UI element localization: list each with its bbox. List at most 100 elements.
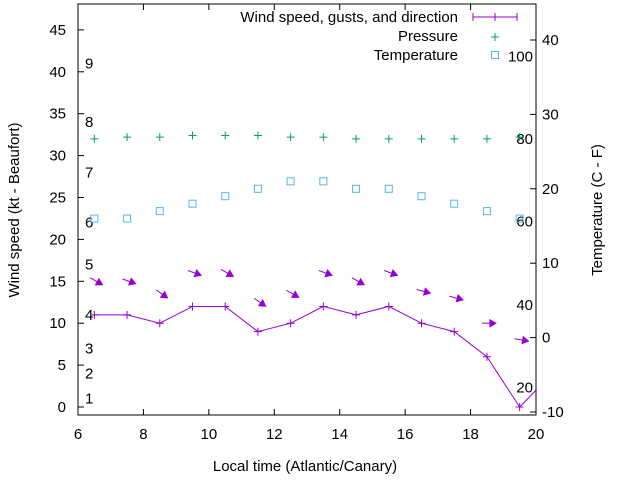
arrow-head	[422, 287, 432, 296]
beaufort-label: 7	[85, 164, 93, 181]
fahrenheit-label: 60	[516, 214, 533, 231]
wind-speed-point	[482, 352, 491, 361]
gust-direction-arrow	[416, 287, 432, 296]
temperature-point	[253, 184, 262, 193]
x-tick-label: 10	[201, 426, 218, 443]
arrow-head	[489, 318, 497, 328]
temperature-point	[384, 184, 393, 193]
beaufort-label: 6	[85, 215, 93, 232]
gust-direction-arrow	[351, 277, 365, 286]
pressure-point	[319, 133, 328, 142]
y2-tick-label: 0	[542, 330, 550, 347]
gust-direction-arrow	[155, 289, 169, 299]
temperature-point	[188, 199, 197, 208]
wind-speed-point	[450, 327, 459, 336]
x-tick-label: 14	[331, 426, 348, 443]
beaufort-label: 9	[85, 55, 93, 72]
y2-tick-label: 40	[542, 32, 559, 49]
temperature-point	[155, 207, 164, 216]
legend-sample-wind	[472, 13, 518, 21]
y2-axis-label: Temperature (C - F)	[589, 144, 606, 276]
wind-speed-line	[94, 305, 537, 408]
wind-speed-point	[253, 327, 262, 336]
wind-speed-point	[417, 319, 426, 328]
y2-tick-label: -10	[542, 404, 564, 421]
y2-tick-label: 10	[542, 255, 559, 272]
y-tick-label: 20	[49, 231, 66, 248]
y-tick-label: 10	[49, 315, 66, 332]
pressure-point	[155, 133, 164, 142]
fahrenheit-label: 40	[516, 297, 533, 314]
x-tick-label: 16	[397, 426, 414, 443]
temperature-point	[482, 207, 491, 216]
wind-speed-point	[286, 319, 295, 328]
beaufort-label: 8	[85, 114, 93, 131]
y2-tick-label: 30	[542, 106, 559, 123]
fahrenheit-label: 20	[516, 379, 533, 396]
x-tick-label: 12	[266, 426, 283, 443]
beaufort-label: 5	[85, 257, 93, 274]
pressure-point	[286, 133, 295, 142]
fahrenheit-label: 80	[516, 131, 533, 148]
pressure-point	[482, 134, 491, 143]
gust-direction-arrow	[122, 277, 137, 286]
pressure-point	[123, 133, 132, 142]
arrow-head	[128, 277, 137, 286]
gust-direction-arrow	[318, 268, 333, 278]
x-tick-label: 20	[528, 426, 545, 443]
temperature-point	[417, 192, 426, 201]
y-tick-label: 35	[49, 106, 66, 123]
temperature-point	[515, 214, 524, 223]
pressure-point	[221, 131, 230, 140]
legend-sample-temperature	[491, 51, 499, 59]
gust-direction-arrow	[90, 277, 104, 286]
arrow-head	[257, 298, 267, 307]
pressure-point	[253, 131, 262, 140]
arrow-head	[290, 290, 300, 298]
plot-frame	[77, 3, 537, 416]
y-axis-label: Wind speed (kt - Beaufort)	[6, 122, 23, 297]
y-tick-label: 25	[49, 190, 66, 207]
wind-speed-point	[352, 310, 361, 319]
temperature-point	[221, 192, 230, 201]
beaufort-label: 4	[85, 307, 93, 324]
y-tick-label: 45	[49, 22, 66, 39]
pressure-point	[450, 134, 459, 143]
wind-speed-point	[123, 310, 132, 319]
pressure-point	[188, 131, 197, 140]
gust-direction-arrow	[514, 335, 530, 345]
arrow-head	[521, 335, 530, 345]
pressure-point	[417, 134, 426, 143]
arrow-head	[193, 268, 203, 278]
wind-speed-point	[515, 403, 524, 411]
gust-direction-arrow	[384, 268, 399, 278]
temperature-point	[123, 214, 132, 223]
arrow-head	[455, 293, 464, 303]
pressure-point	[384, 134, 393, 143]
temperature-point	[286, 177, 295, 186]
gust-direction-arrow	[253, 297, 267, 307]
y-tick-label: 5	[58, 357, 66, 374]
pressure-point	[515, 133, 524, 142]
wind-speed-point	[221, 302, 230, 311]
wind-speed-point	[188, 302, 197, 311]
arrow-head	[324, 268, 333, 278]
temperature-point	[450, 199, 459, 208]
y2-tick-label: 20	[542, 181, 559, 198]
gust-direction-arrow	[449, 293, 464, 303]
wind-speed-point	[319, 302, 328, 311]
y-tick-label: 0	[58, 399, 66, 416]
beaufort-label: 1	[85, 391, 93, 408]
temperature-point	[90, 214, 99, 223]
arrow-head	[225, 269, 235, 277]
y-tick-label: 15	[49, 273, 66, 290]
arrow-head	[159, 290, 169, 299]
gust-direction-arrow	[481, 318, 497, 328]
pressure-point	[90, 134, 99, 143]
wind-speed-point	[155, 319, 164, 328]
wind-speed-point	[384, 302, 393, 311]
beaufort-label: 3	[85, 340, 93, 357]
gust-direction-arrow	[187, 268, 203, 278]
legend-label-pressure: Pressure	[398, 28, 458, 45]
